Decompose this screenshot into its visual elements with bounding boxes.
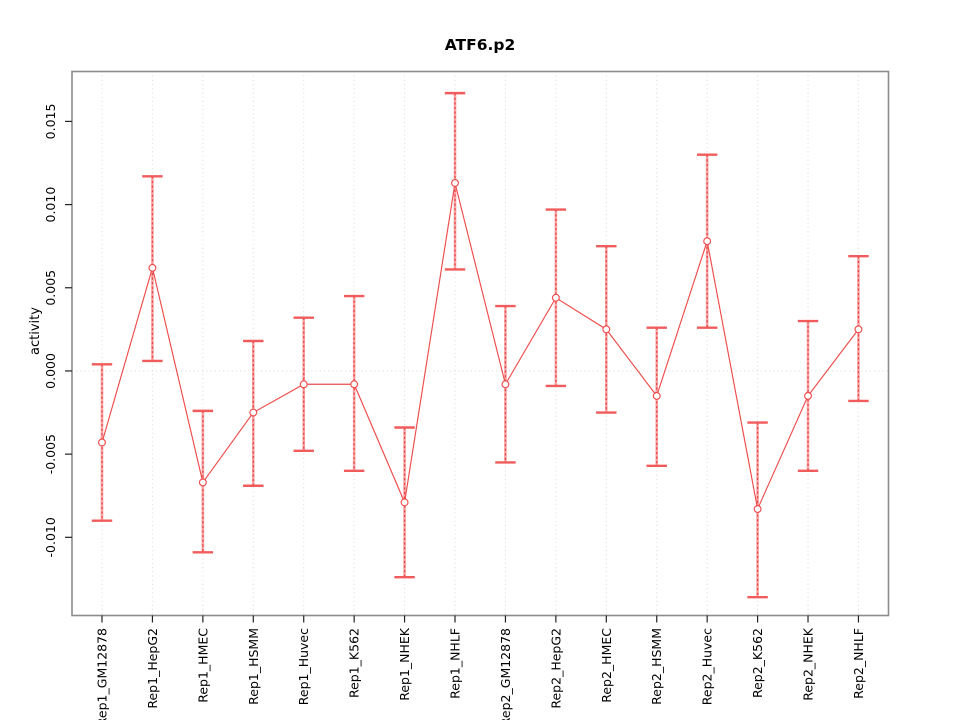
plot-border bbox=[71, 70, 890, 617]
x-tick-label: Rep2_K562 bbox=[750, 628, 765, 698]
data-point bbox=[198, 478, 207, 487]
data-point bbox=[652, 391, 661, 400]
series-layer bbox=[98, 178, 863, 514]
x-tick-label: Rep1_NHEK bbox=[397, 627, 412, 701]
x-tick-label: Rep2_GM12878 bbox=[498, 628, 513, 720]
data-point bbox=[98, 438, 106, 447]
data-point bbox=[501, 380, 510, 389]
y-tick-label: 0.015 bbox=[43, 104, 58, 140]
x-tick-label: Rep1_HSMM bbox=[246, 628, 261, 705]
x-tick-label: Rep2_HSMM bbox=[649, 628, 664, 705]
data-point bbox=[400, 498, 409, 507]
x-tick-label: Rep2_Huvec bbox=[700, 628, 715, 705]
y-axis-label: activity bbox=[28, 307, 43, 355]
data-point bbox=[551, 293, 560, 302]
error-bar-layer bbox=[91, 91, 869, 599]
data-point bbox=[451, 178, 459, 187]
x-tick-label: Rep1_Huvec bbox=[296, 628, 311, 705]
x-tick-label: Rep2_HepG2 bbox=[548, 628, 563, 709]
grid-layer bbox=[72, 71, 889, 616]
data-point bbox=[249, 408, 258, 417]
data-point bbox=[703, 237, 712, 246]
data-point bbox=[602, 325, 611, 334]
data-point bbox=[148, 263, 157, 272]
x-tick-label: Rep2_NHEK bbox=[801, 627, 816, 701]
chart-title: ATF6.p2 bbox=[445, 36, 516, 54]
x-tick-label: Rep1_HepG2 bbox=[145, 628, 160, 709]
data-point bbox=[854, 325, 863, 334]
y-tick-label: -0.005 bbox=[43, 434, 58, 474]
y-tick-label: -0.010 bbox=[43, 517, 58, 557]
data-point bbox=[350, 380, 359, 389]
axes-layer: 0.015 0.010 0.005 0.000 -0.005 -0.010 Rep1_GM1… bbox=[43, 70, 890, 724]
series-line bbox=[101, 182, 859, 511]
x-tick-label: Rep1_HMEC bbox=[195, 628, 210, 703]
x-tick-label: Rep2_NHLF bbox=[851, 628, 866, 699]
x-tick-label: Rep2_HMEC bbox=[599, 628, 614, 703]
y-tick-label: 0.010 bbox=[43, 187, 58, 223]
x-tick-label: Rep1_K562 bbox=[347, 628, 362, 698]
data-point bbox=[804, 391, 812, 400]
data-point bbox=[753, 505, 762, 514]
x-tick-label: Rep1_GM12878 bbox=[95, 628, 110, 720]
y-tick-label: 0.005 bbox=[43, 270, 58, 306]
y-tick-label: 0.000 bbox=[43, 353, 58, 389]
data-point bbox=[299, 380, 308, 389]
x-tick-label: Rep1_NHLF bbox=[448, 628, 463, 699]
